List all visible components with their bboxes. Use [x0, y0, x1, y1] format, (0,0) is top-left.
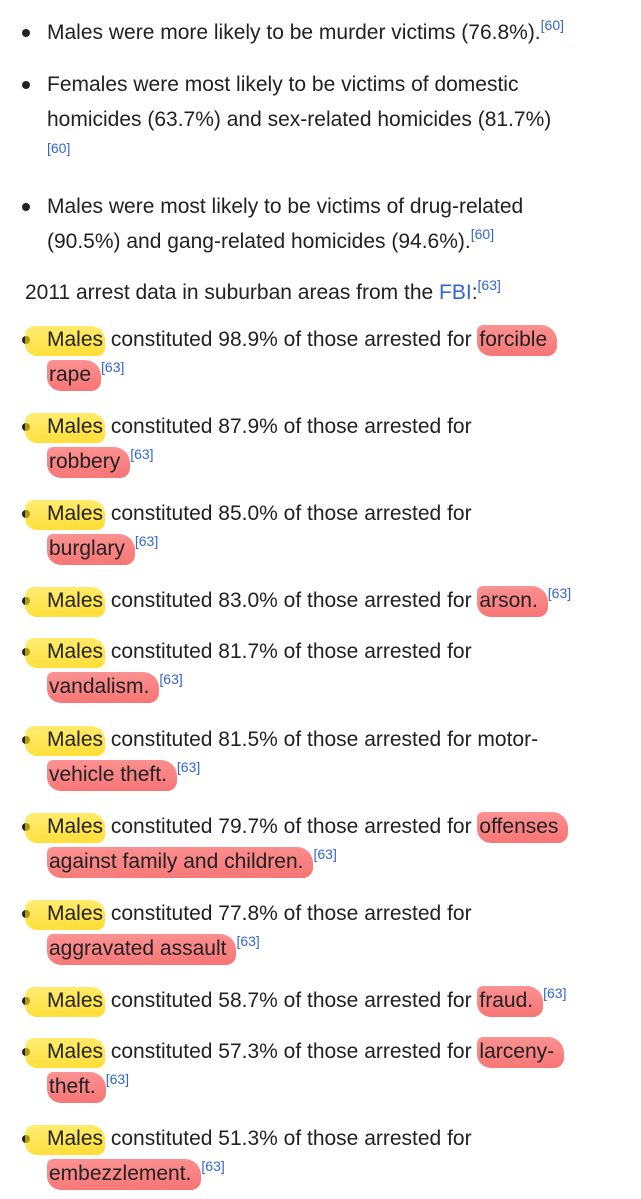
- crime-highlight[interactable]: arson.: [477, 586, 548, 617]
- crime-highlight[interactable]: rape: [47, 360, 102, 391]
- item-text: constituted 83.0% of those arrested for: [105, 589, 478, 612]
- bullet-dot: [22, 29, 30, 37]
- citation-link[interactable]: [63]: [134, 533, 159, 549]
- citation-link[interactable]: [63]: [159, 671, 183, 687]
- crime-highlight[interactable]: vandalism.: [47, 672, 160, 703]
- item-text: Males were most likely to be victims of …: [47, 195, 524, 218]
- males-highlight: Males: [25, 1125, 106, 1155]
- males-highlight: Males: [25, 1038, 106, 1068]
- crime-highlight[interactable]: embezzlement.: [47, 1159, 202, 1190]
- crime-highlight[interactable]: theft.: [47, 1072, 106, 1103]
- item-text: constituted 81.5% of those arrested for …: [105, 728, 539, 751]
- item-text: Females were most likely to be victims o…: [47, 73, 519, 96]
- crime-highlight[interactable]: forcible: [477, 325, 558, 356]
- males-highlight: Males: [25, 500, 106, 530]
- citation-link[interactable]: [63]: [176, 759, 201, 775]
- citation-link[interactable]: [63]: [130, 446, 154, 462]
- intro-text: 2011 arrest data in suburban areas from …: [25, 281, 440, 304]
- crime-highlight[interactable]: larceny-: [477, 1037, 565, 1068]
- item-text: constituted 98.9% of those arrested for: [105, 328, 478, 351]
- item-text: Males were more likely to be murder vict…: [47, 21, 541, 44]
- crime-highlight[interactable]: against family and children.: [47, 847, 314, 878]
- bullet-dot: [22, 81, 30, 89]
- item-text: constituted 58.7% of those arrested for: [105, 989, 478, 1012]
- item-text: constituted 79.7% of those arrested for: [105, 815, 478, 838]
- crime-highlight[interactable]: aggravated assault: [47, 934, 237, 965]
- males-highlight: Males: [25, 726, 106, 756]
- citation-link[interactable]: [60]: [47, 140, 71, 156]
- males-highlight: Males: [25, 900, 106, 930]
- bullet-dot: [22, 203, 30, 211]
- crime-highlight[interactable]: vehicle theft.: [47, 760, 177, 791]
- crime-highlight[interactable]: offenses: [477, 812, 569, 843]
- item-text: homicides (63.7%) and sex-related homici…: [47, 108, 552, 131]
- item-text: constituted 77.8% of those arrested for: [105, 902, 472, 925]
- citation-link[interactable]: [63]: [313, 846, 337, 862]
- citation-link[interactable]: [63]: [105, 1071, 130, 1087]
- males-highlight: Males: [25, 587, 106, 617]
- section-intro: 2011 arrest data in suburban areas from …: [25, 275, 501, 310]
- males-highlight: Males: [25, 987, 106, 1017]
- item-text: constituted 57.3% of those arrested for: [105, 1040, 478, 1063]
- citation-link[interactable]: [63]: [101, 359, 125, 375]
- citation-link[interactable]: [63]: [201, 1158, 225, 1174]
- males-highlight: Males: [25, 813, 106, 843]
- citation-link[interactable]: [63]: [547, 585, 572, 601]
- item-text: constituted 81.7% of those arrested for: [105, 640, 472, 663]
- fbi-link[interactable]: FBI: [439, 281, 472, 304]
- males-highlight: Males: [25, 413, 106, 443]
- citation-link[interactable]: [63]: [543, 985, 567, 1001]
- crime-highlight[interactable]: burglary: [47, 534, 135, 565]
- item-text: constituted 85.0% of those arrested for: [105, 502, 472, 525]
- citation-link[interactable]: [63]: [477, 277, 501, 293]
- crime-highlight[interactable]: robbery: [47, 447, 131, 478]
- citation-link[interactable]: [63]: [236, 933, 260, 949]
- males-highlight: Males: [25, 638, 106, 668]
- citation-link[interactable]: [60]: [540, 17, 565, 33]
- intro-colon: :: [471, 281, 478, 304]
- crime-highlight[interactable]: fraud.: [477, 986, 544, 1017]
- citation-link[interactable]: [60]: [470, 226, 495, 242]
- males-highlight: Males: [25, 326, 106, 356]
- item-text: constituted 87.9% of those arrested for: [105, 415, 472, 438]
- item-text: constituted 51.3% of those arrested for: [105, 1127, 472, 1150]
- item-text: (90.5%) and gang-related homicides (94.6…: [47, 230, 471, 253]
